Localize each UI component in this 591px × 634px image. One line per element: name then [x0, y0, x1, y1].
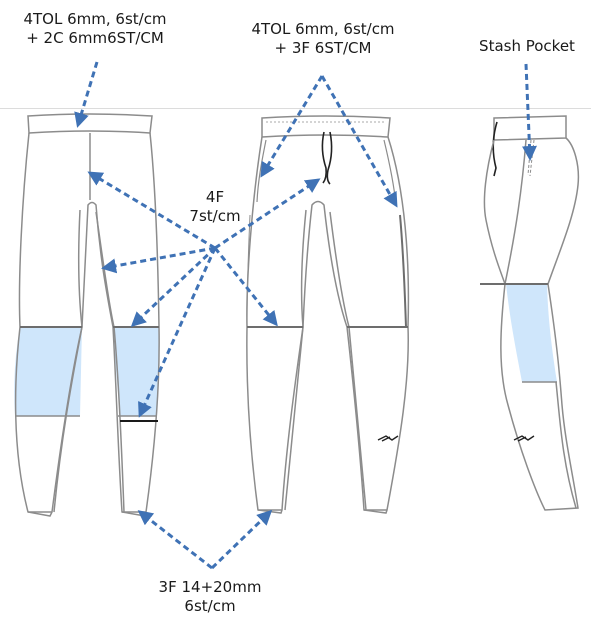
- side-view: [480, 115, 580, 511]
- front-left-pocket: [256, 139, 267, 203]
- arrow-seam-back-low: [138, 247, 217, 418]
- side-drawcord: [492, 121, 498, 177]
- arrow-back-waistband: [74, 61, 99, 128]
- callout-main-seams-line2: 7st/cm: [189, 207, 241, 225]
- front-drawcord: [321, 131, 327, 184]
- header-divider: [0, 108, 591, 109]
- callout-front-waistband-line1: 4TOL 6mm, 6st/cm: [251, 20, 395, 38]
- callout-main-seams: 4F 7st/cm: [175, 188, 255, 226]
- callout-hem-line1: 3F 14+20mm: [158, 578, 262, 596]
- arrow-hem-back: [137, 510, 213, 570]
- back-right-knee-panel: [113, 327, 160, 416]
- arrow-seam-back-knee: [130, 246, 217, 328]
- front-legs-outline: [246, 136, 410, 514]
- callout-hem: 3F 14+20mm 6st/cm: [140, 578, 280, 616]
- front-view: [246, 115, 410, 514]
- arrow-front-waistband-right: [320, 75, 398, 208]
- side-knee-panel: [506, 284, 557, 382]
- callout-front-waistband-line2: + 3F 6ST/CM: [274, 39, 372, 57]
- callout-back-waistband-line1: 4TOL 6mm, 6st/cm: [23, 10, 167, 28]
- callout-back-waistband: 4TOL 6mm, 6st/cm + 2C 6mm6ST/CM: [10, 10, 180, 48]
- back-left-leg-outline: [14, 132, 160, 517]
- back-waistband: [27, 113, 153, 134]
- callout-front-waistband: 4TOL 6mm, 6st/cm + 3F 6ST/CM: [238, 20, 408, 58]
- arrow-seam-front-right: [214, 178, 321, 250]
- arrow-seam-front-knee: [213, 247, 278, 327]
- side-logo-icon: [513, 435, 535, 442]
- arrow-seam-back-top: [87, 171, 216, 250]
- side-leg-outline: [483, 137, 580, 511]
- callout-stash-pocket-line1: Stash Pocket: [479, 37, 575, 55]
- front-logo-icon: [377, 435, 399, 442]
- callout-back-waistband-line2: + 2C 6mm6ST/CM: [26, 29, 164, 47]
- front-waistband: [261, 115, 391, 138]
- arrow-stash-pocket: [521, 63, 537, 161]
- callout-main-seams-line1: 4F: [205, 188, 225, 206]
- front-right-pocket: [383, 139, 397, 206]
- callout-stash-pocket: Stash Pocket: [467, 37, 587, 56]
- back-left-knee-panel: [14, 327, 83, 416]
- arrow-seam-back-mid: [101, 246, 216, 274]
- arrow-hem-front: [210, 509, 273, 570]
- callout-arrows: [74, 61, 537, 570]
- callout-hem-line2: 6st/cm: [184, 597, 236, 615]
- back-view: [14, 113, 160, 517]
